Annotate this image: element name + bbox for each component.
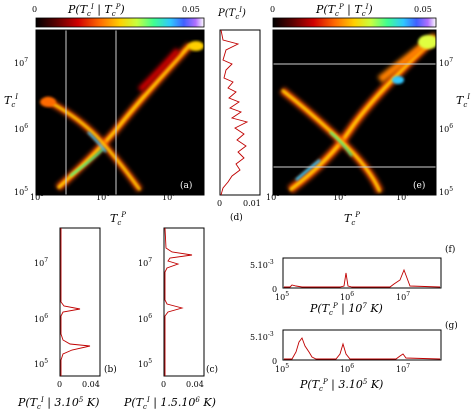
panel-a-xtick-1: 105 — [30, 191, 44, 202]
panel-a-cross-ridge-peak — [87, 131, 107, 153]
panel-e-xtick-3: 107 — [396, 191, 410, 202]
panel-c-distribution-line — [164, 227, 193, 376]
panel-c-xtick-1: 0 — [161, 380, 166, 389]
panel-f-xtick-3: 107 — [396, 291, 410, 302]
panel-a-main-ridge-peak — [69, 147, 105, 177]
colorbar-left: 0 0.05 P(TcI | TcP) — [32, 3, 205, 28]
colorbar-left-title: P(TcI | TcP) — [67, 3, 125, 18]
panel-g-xtick-2: 106 — [340, 363, 354, 374]
panel-a-ytick-2: 106 — [14, 123, 28, 134]
panel-a-left-peak — [40, 97, 56, 107]
panel-a: (a) 105 106 107 105 106 107 TcP TcI — [4, 29, 205, 227]
panel-f-xtick-1: 105 — [275, 291, 289, 302]
panel-b-ytick-3: 107 — [34, 257, 48, 268]
panel-d-distribution-line — [220, 29, 249, 196]
panel-e-ridges — [273, 32, 436, 194]
panel-d-label: (d) — [230, 212, 243, 223]
panel-c-caption: P(TcI | 1.5.106 K) — [123, 396, 216, 411]
panel-f-ytick-0: 0 — [272, 285, 277, 294]
panel-g-caption: P(TcP | 3.105 K) — [299, 378, 383, 393]
panel-e-main-ridge-peak — [295, 159, 321, 181]
panel-e-main-ridge — [289, 40, 432, 192]
panel-f-distribution-line — [284, 268, 441, 288]
panel-e-ytick-2: 106 — [439, 123, 453, 134]
panel-b-xtick-1: 0 — [57, 380, 62, 389]
panel-a-ytick-3: 107 — [14, 57, 28, 68]
panel-b-frame — [59, 227, 101, 377]
panel-a-xtick-2: 106 — [96, 191, 110, 202]
panel-f: 5.10-3 0 105 106 107 (f) P(TcP | 107 K) — [250, 244, 455, 317]
panel-d-title: P(TcI) — [217, 6, 246, 21]
panel-g-ytick-0: 0 — [272, 357, 277, 366]
panel-f-xtick-2: 106 — [340, 291, 354, 302]
panel-g: 5.10-3 0 105 106 107 (g) P(TcP | 3.105 K… — [250, 320, 458, 393]
panel-f-label: (f) — [445, 244, 455, 255]
panel-a-xlabel: TcP — [110, 211, 126, 227]
panel-g-xtick-1: 105 — [275, 363, 289, 374]
panel-c-xtick-2: 0.04 — [186, 380, 204, 389]
panel-g-xtick-3: 107 — [396, 363, 410, 374]
panel-a-ridges — [40, 30, 204, 195]
panel-a-ytick-1: 105 — [14, 186, 28, 197]
panel-b-ytick-2: 106 — [34, 313, 48, 324]
panel-e-upper-peak — [392, 76, 404, 84]
colorbar-left-max: 0.05 — [182, 5, 200, 14]
panel-d: P(TcI) (d) 0 0.01 — [217, 6, 261, 223]
panel-c-frame — [163, 227, 205, 377]
panel-e-ytick-1: 105 — [439, 186, 453, 197]
panel-b-caption: P(TcI | 3.105 K) — [17, 396, 99, 411]
colorbar-right-min: 0 — [270, 5, 275, 14]
panel-b-xtick-2: 0.04 — [82, 380, 100, 389]
panel-c-ytick-2: 106 — [138, 313, 152, 324]
panel-b: 105 106 107 0 0.04 (b) P(TcI | 3.105 K) — [17, 227, 117, 411]
panel-e-xtick-1: 105 — [266, 191, 280, 202]
panel-g-frame — [282, 329, 442, 361]
panel-e-ylabel: TcI — [456, 93, 470, 109]
panel-e: (e) 105 106 107 105 106 107 TcP TcI — [266, 29, 470, 227]
panel-f-caption: P(TcP | 107 K) — [309, 302, 383, 317]
panel-e-corner-peak — [418, 35, 436, 49]
panel-c-ytick-1: 105 — [138, 358, 152, 369]
panel-a-label: (a) — [180, 180, 192, 191]
panel-a-frame — [35, 29, 205, 196]
panel-a-ylabel: TcI — [4, 93, 18, 109]
panel-e-xtick-2: 106 — [333, 191, 347, 202]
panel-a-corner-peak — [188, 41, 204, 51]
colorbar-right-gradient — [272, 17, 437, 28]
panel-a-cross-ridge — [45, 99, 141, 191]
colorbar-right-max: 0.05 — [414, 5, 432, 14]
panel-c: 105 106 107 0 0.04 (c) P(TcI | 1.5.106 K… — [123, 227, 218, 411]
panel-c-ytick-3: 107 — [138, 257, 152, 268]
panel-g-ytick-1: 5.10-3 — [250, 331, 274, 342]
panel-a-xtick-3: 107 — [162, 191, 176, 202]
panel-e-cross-ridge-peak — [329, 131, 353, 157]
panel-f-frame — [282, 257, 442, 289]
panel-f-ytick-1: 5.10-3 — [250, 259, 274, 270]
panel-b-label: (b) — [104, 364, 117, 375]
colorbar-right-title: P(TcP | TcI) — [315, 3, 373, 18]
panel-a-main-ridge — [56, 43, 192, 190]
panel-e-xlabel: TcP — [344, 211, 360, 227]
colorbar-left-min: 0 — [32, 5, 37, 14]
panel-b-distribution-line — [60, 228, 91, 376]
panel-c-label: (c) — [206, 364, 218, 375]
panel-e-ytick-3: 107 — [439, 57, 453, 68]
panel-d-xtick-1: 0 — [217, 199, 222, 208]
panel-a-upper-ridge — [137, 47, 181, 93]
colorbar-left-gradient — [35, 17, 205, 28]
panel-g-distribution-line — [284, 337, 441, 360]
panel-g-label: (g) — [445, 320, 458, 331]
panel-e-frame — [272, 29, 437, 196]
panel-e-label: (e) — [413, 180, 425, 191]
panel-d-xtick-2: 0.01 — [243, 199, 261, 208]
panel-b-ytick-1: 105 — [34, 358, 48, 369]
colorbar-right: 0 0.05 P(TcP | TcI) — [270, 3, 437, 28]
